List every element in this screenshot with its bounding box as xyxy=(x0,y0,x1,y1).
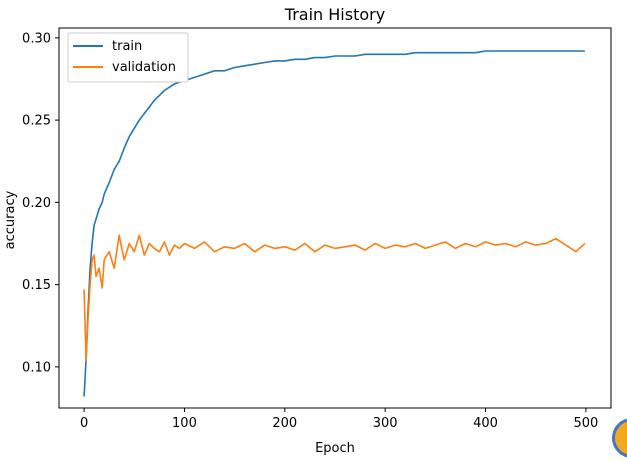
series-line-validation xyxy=(83,234,586,362)
x-tick-label: 100 xyxy=(172,416,197,431)
series-line-train xyxy=(83,50,585,397)
legend: train validation xyxy=(67,32,189,83)
corner-badge xyxy=(612,418,627,458)
legend-label-train: train xyxy=(112,39,142,54)
legend-label-validation: validation xyxy=(112,60,176,75)
y-tick-label: 0.20 xyxy=(22,196,51,211)
plot-frame xyxy=(58,27,612,409)
x-tick-label: 400 xyxy=(473,416,498,431)
y-tick-label: 0.30 xyxy=(22,31,51,46)
y-tick-label: 0.15 xyxy=(22,278,51,293)
y-axis-label: accuracy xyxy=(3,190,18,249)
x-tick-label: 500 xyxy=(573,416,598,431)
plot-area: 0 100 200 300 400 500 0.10 0.15 0.20 0.25 0.30 xyxy=(22,27,612,431)
x-tick-label: 300 xyxy=(373,416,398,431)
y-tick-label: 0.10 xyxy=(22,360,51,375)
x-axis-label: Epoch xyxy=(315,441,355,456)
chart-title: Train History xyxy=(284,5,385,24)
x-tick-label: 200 xyxy=(272,416,297,431)
x-tick-label: 0 xyxy=(80,416,88,431)
y-tick-label: 0.25 xyxy=(22,114,51,129)
